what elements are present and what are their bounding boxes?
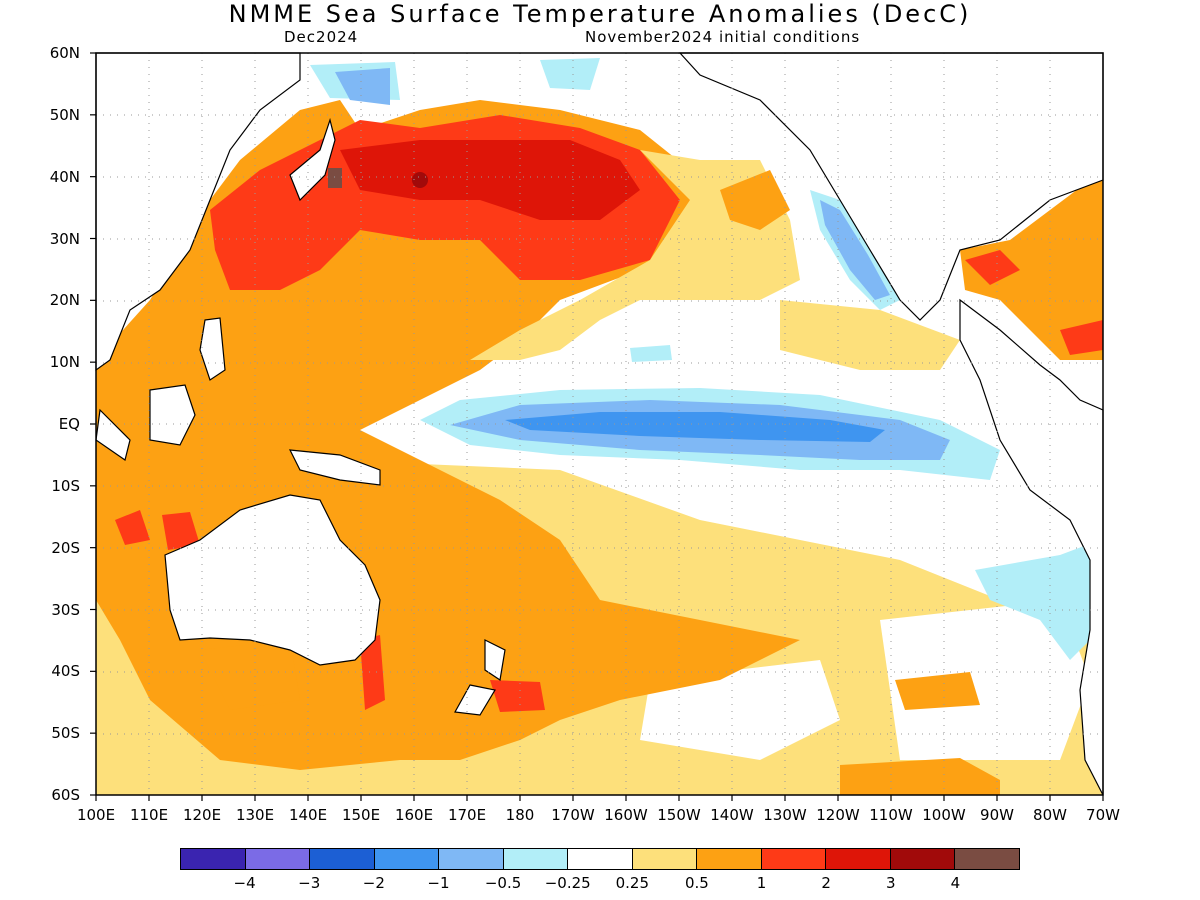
land-asia-east <box>95 52 301 372</box>
lat-label: EQ <box>58 415 80 433</box>
colorbar-swatch <box>245 849 311 869</box>
colorbar-swatch <box>826 849 891 869</box>
anomaly-region-east-yellow <box>780 300 960 370</box>
colorbar-label: −2 <box>362 874 385 892</box>
lon-label: 100E <box>76 806 116 824</box>
lon-label: 120E <box>182 806 222 824</box>
anomaly-region-alaska-lightblue <box>540 58 600 90</box>
land-philippines <box>199 317 226 381</box>
lon-label: 80W <box>1033 806 1067 824</box>
lat-label: 40S <box>51 662 80 681</box>
anomaly-region-indian-red-2 <box>162 512 200 550</box>
lat-label: 40N <box>49 167 80 186</box>
colorbar-label: 2 <box>821 874 831 892</box>
colorbar-label: −4 <box>233 874 256 892</box>
anomaly-region-gulf-orange <box>960 180 1103 360</box>
anomaly-region-equatorial-deepblue <box>505 412 885 442</box>
anomaly-region-ne-yellow <box>470 150 800 360</box>
land-japan <box>289 117 336 202</box>
lat-label: 50S <box>51 724 80 743</box>
land-new-guinea <box>288 449 381 486</box>
colorbar-label: 0.25 <box>615 874 649 892</box>
lon-label: 120W <box>816 806 860 824</box>
land-australia <box>164 494 381 666</box>
lon-label: 150W <box>657 806 701 824</box>
forecast-month: Dec2024 <box>284 28 359 46</box>
lon-label: 160W <box>604 806 648 824</box>
lon-label: 110E <box>129 806 169 824</box>
land-nz-north <box>484 639 506 682</box>
land-sumatra <box>95 408 131 461</box>
lat-label: 60N <box>49 44 80 62</box>
axis-ticks <box>90 52 1104 801</box>
anomaly-region-southeast-orange-2 <box>895 672 980 710</box>
colorbar-swatch <box>181 849 246 869</box>
lon-label: 170E <box>447 806 487 824</box>
anomaly-spot-3 <box>412 172 428 188</box>
colorbar-swatch <box>310 849 375 869</box>
anomaly-region-southeast-orange <box>840 758 1000 795</box>
colorbar-swatch <box>697 849 762 869</box>
anomaly-region-tasman-red <box>360 635 385 710</box>
anomaly-region-caribbean-red <box>1060 320 1103 355</box>
lon-label: 140W <box>710 806 754 824</box>
lon-label: 70W <box>1086 806 1120 824</box>
lon-label: 110W <box>869 806 913 824</box>
colorbar-swatch <box>439 849 504 869</box>
lat-label: 10S <box>51 476 80 495</box>
lon-label: 140E <box>288 806 328 824</box>
colorbar <box>180 848 1020 870</box>
lat-label: 20N <box>49 291 80 310</box>
anomaly-region-southwest-orange <box>200 640 300 710</box>
lon-label: 100W <box>922 806 966 824</box>
lon-label: 90W <box>980 806 1014 824</box>
colorbar-swatch <box>761 849 827 869</box>
lat-label: 50N <box>49 105 80 124</box>
anomaly-region-bering-blue <box>335 68 390 105</box>
land-borneo <box>149 384 196 446</box>
colorbar-label: 4 <box>950 874 961 892</box>
colorbar-swatch <box>503 849 569 869</box>
anomaly-region-indian-red <box>115 510 150 545</box>
lat-label: 10N <box>49 353 80 372</box>
lon-label: 160E <box>394 806 434 824</box>
lat-label: 30S <box>51 600 80 619</box>
lat-label: 60S <box>51 786 80 804</box>
colorbar-swatch <box>955 849 1019 869</box>
colorbar-label: −0.5 <box>484 874 522 892</box>
grid-lines <box>96 53 1103 795</box>
lat-label: 30N <box>49 229 80 248</box>
land-nz-south <box>454 684 496 716</box>
colorbar-swatch <box>632 849 698 869</box>
land-central-south-america <box>959 298 1104 796</box>
lon-label: 130W <box>763 806 807 824</box>
colorbar-label: 1 <box>756 874 767 892</box>
anomaly-region-california-blue <box>820 200 890 300</box>
anomaly-region-southeast-neutral-2 <box>880 600 1090 760</box>
anomaly-region-gulf-red <box>965 250 1020 285</box>
lon-label: 130E <box>235 806 275 824</box>
anomaly-region-nz-red <box>490 680 545 712</box>
initial-conditions: November2024 initial conditions <box>585 28 861 46</box>
lon-label: 150E <box>341 806 381 824</box>
anomaly-region-ne-orange <box>720 170 790 230</box>
colorbar-label: −0.25 <box>544 874 591 892</box>
colorbar-swatch <box>374 849 440 869</box>
colorbar-swatch <box>568 849 633 869</box>
lon-label: 180 <box>505 806 535 824</box>
colorbar-label: −3 <box>298 874 321 892</box>
lon-label: 170W <box>551 806 595 824</box>
colorbar-swatch <box>890 849 956 869</box>
anomaly-region-sepacific-lightblue <box>975 540 1100 660</box>
lat-label: 20S <box>51 538 80 557</box>
colorbar-label: 0.5 <box>684 874 709 892</box>
anomaly-spot-4 <box>328 168 342 188</box>
anomaly-region-hawaii-lightblue <box>630 345 672 362</box>
chart-title: NMME Sea Surface Temperature Anomalies (… <box>228 0 972 28</box>
anomaly-region-north-pacific-darkred <box>340 140 640 220</box>
colorbar-label: 3 <box>885 874 896 892</box>
colorbar-label: −1 <box>427 874 450 892</box>
